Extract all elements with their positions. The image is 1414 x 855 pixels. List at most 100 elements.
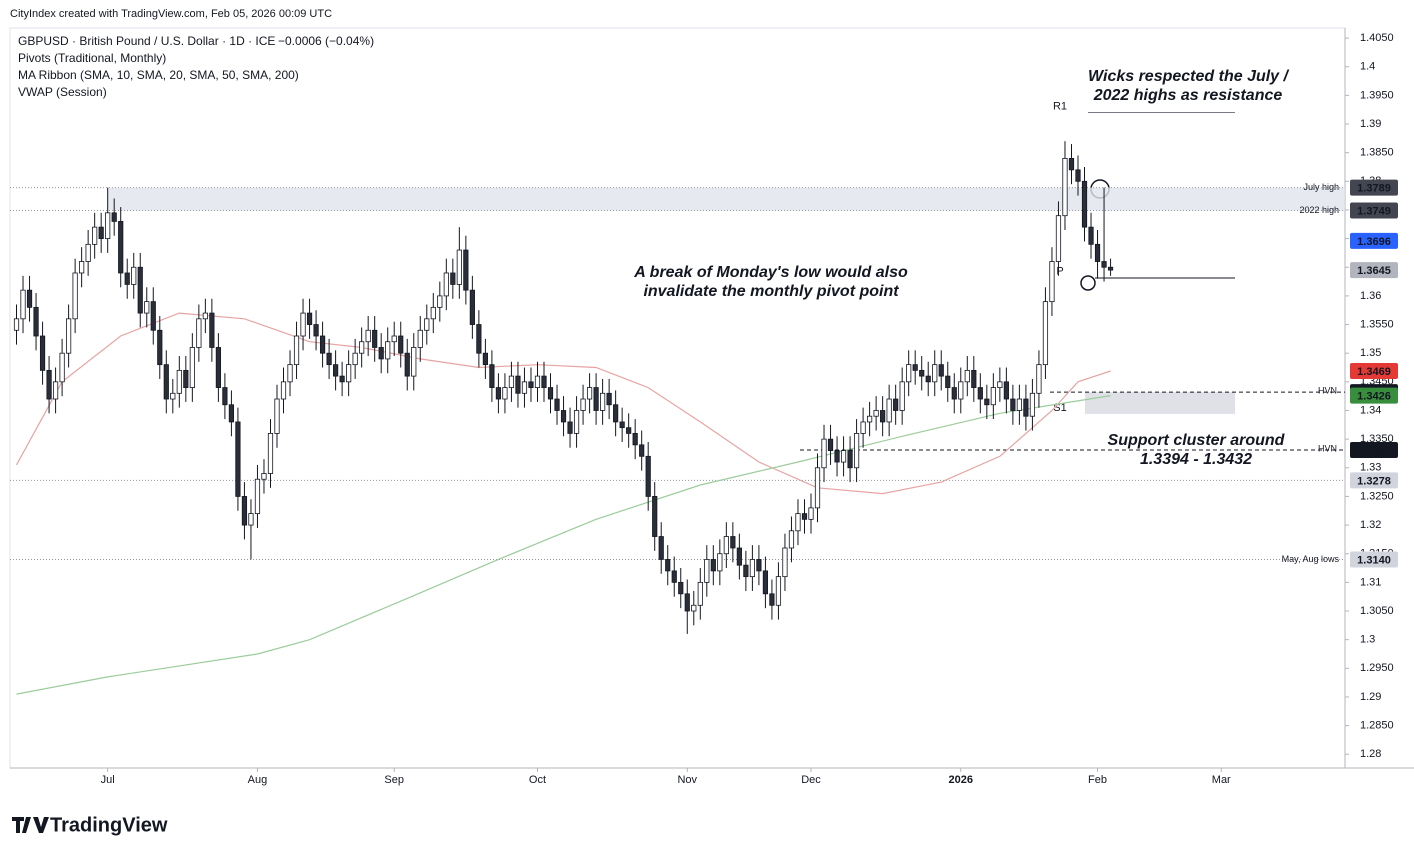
candle-body xyxy=(808,507,814,520)
x-tick-label: Oct xyxy=(529,774,546,786)
candle-body xyxy=(92,226,98,245)
candle-body xyxy=(652,496,658,537)
candle-body xyxy=(665,559,671,572)
y-tick-label: 1.34 xyxy=(1360,404,1381,416)
annotation: 2022 highs as resistance xyxy=(1093,87,1283,104)
candle-body xyxy=(482,352,488,366)
candle-body xyxy=(300,312,306,337)
indicator: VWAP (Session) xyxy=(18,85,107,99)
candle-body xyxy=(79,261,85,274)
candle-body xyxy=(984,398,990,406)
candle-body xyxy=(704,559,710,583)
candle-body xyxy=(1094,243,1101,262)
candle-body xyxy=(339,375,345,383)
candle-body xyxy=(131,266,137,285)
x-tick-label: Aug xyxy=(248,774,268,786)
candle-body xyxy=(150,301,156,331)
y-tick-label: 1.4 xyxy=(1360,61,1375,73)
candle-body xyxy=(821,438,827,469)
price-tag xyxy=(1350,362,1398,379)
candle-body xyxy=(958,381,964,400)
candle-body xyxy=(502,387,508,400)
candle-body xyxy=(235,421,241,497)
price-tag xyxy=(1350,551,1398,568)
candle-body xyxy=(248,513,254,526)
candle-body xyxy=(346,364,352,383)
candle-body xyxy=(919,369,925,377)
candle-body xyxy=(111,212,117,222)
candle-body xyxy=(66,318,72,354)
price-tag-label: 1.3426 xyxy=(1357,390,1391,402)
candle-body xyxy=(228,404,235,423)
y-tick-label: 1.35 xyxy=(1360,347,1381,359)
candle-body xyxy=(365,329,371,343)
candle-body xyxy=(306,312,313,325)
candle-body xyxy=(710,559,716,572)
y-tick-label: 1.29 xyxy=(1360,691,1381,703)
price-tag-label: 1.3140 xyxy=(1357,554,1391,566)
candle-body xyxy=(39,335,46,371)
candle-body xyxy=(98,226,104,240)
x-tick-label: Mar xyxy=(1212,774,1231,786)
price-tag xyxy=(1350,262,1398,279)
candle-body xyxy=(293,335,300,366)
logo: TradingView xyxy=(12,814,168,836)
candle-body xyxy=(560,410,567,423)
candle-body xyxy=(1101,261,1107,268)
candle-body xyxy=(450,272,456,285)
price-tag xyxy=(1350,442,1398,459)
candle-body xyxy=(567,421,573,434)
annotation: Support cluster around xyxy=(1108,432,1286,449)
candle-body xyxy=(528,381,534,388)
price-tag-label: 1.3331 xyxy=(1357,445,1391,457)
candle-body xyxy=(372,329,378,348)
candle-body xyxy=(945,375,951,388)
candle-body xyxy=(906,364,912,383)
candle-body xyxy=(867,415,873,423)
candle-body xyxy=(756,559,762,572)
candle-body xyxy=(723,536,729,555)
candle-body xyxy=(671,570,677,583)
annotation: invalidate the monthly pivot point xyxy=(643,283,899,300)
candle-body xyxy=(170,392,176,400)
y-tick-label: 1.2850 xyxy=(1360,720,1394,732)
price-tag xyxy=(1350,202,1398,219)
y-tick-label: 1.2950 xyxy=(1360,662,1394,674)
candle-body xyxy=(411,347,417,377)
candle-body xyxy=(508,375,515,388)
candle-body xyxy=(13,318,20,331)
candle-body xyxy=(515,375,521,394)
candle-body xyxy=(1107,266,1114,271)
candle-body xyxy=(456,249,462,285)
x-tick-label: Nov xyxy=(677,774,697,786)
candle-body xyxy=(46,369,52,400)
candle-body xyxy=(619,421,625,429)
indicator: MA Ribbon (SMA, 10, SMA, 20, SMA, 50, SM… xyxy=(18,68,299,82)
candle-body xyxy=(554,398,560,411)
candle-body xyxy=(743,564,749,578)
candle-body xyxy=(424,318,430,331)
candle-body xyxy=(1062,157,1068,217)
candle-body xyxy=(769,593,775,606)
candle-body xyxy=(443,272,449,297)
candle-body xyxy=(118,221,124,274)
candle-body xyxy=(736,547,742,566)
candle-body xyxy=(176,369,182,394)
candle-body xyxy=(1081,180,1088,228)
candle-body xyxy=(788,530,795,549)
candle-body xyxy=(137,266,143,314)
candle-body xyxy=(1075,169,1081,182)
candle-body xyxy=(1010,398,1016,411)
candle-body xyxy=(430,306,436,320)
candle-body xyxy=(222,387,228,406)
candle-body xyxy=(547,387,554,400)
pivot-label: R1 xyxy=(1053,100,1067,112)
highlight-circle xyxy=(1080,275,1096,291)
candle-body xyxy=(319,335,326,354)
candle-body xyxy=(1023,398,1029,417)
candle-body xyxy=(476,324,482,354)
price-tag xyxy=(1350,387,1398,404)
logo-mark xyxy=(12,817,49,833)
price-tag xyxy=(1350,179,1398,196)
